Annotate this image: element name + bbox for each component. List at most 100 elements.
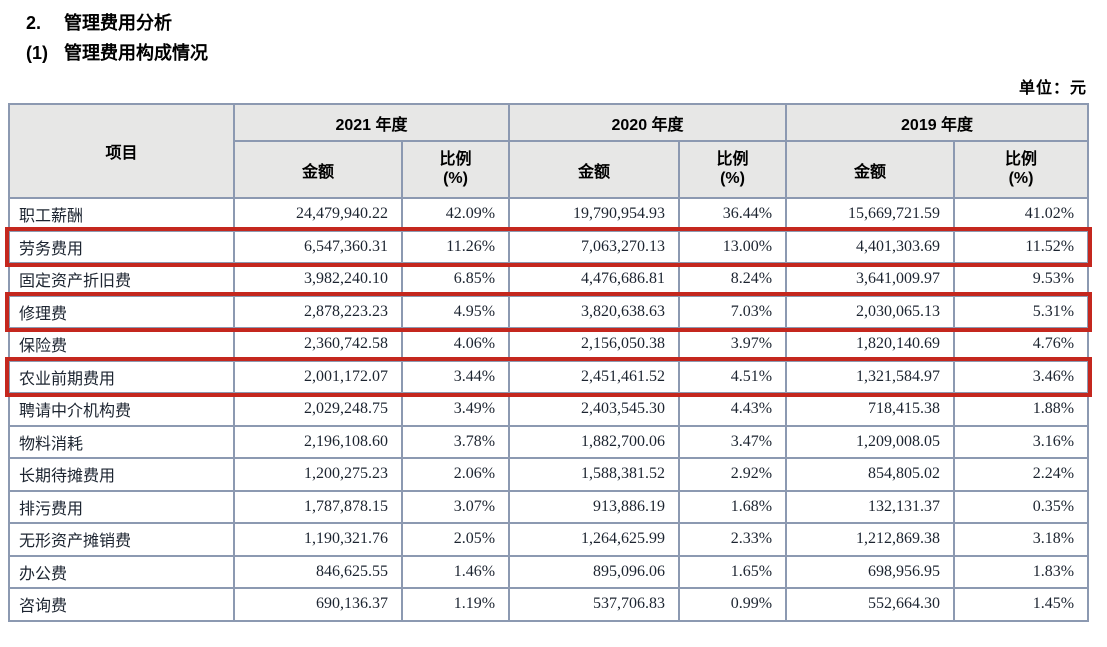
table-row: 保险费 2,360,742.58 4.06% 2,156,050.38 3.97… [8, 327, 1090, 362]
ratio-2021-cell: 1.19% [400, 587, 511, 622]
item-cell: 聘请中介机构费 [8, 392, 235, 427]
ratio-2020-cell: 3.97% [678, 327, 788, 362]
amount-2021-cell: 2,196,108.60 [233, 424, 403, 459]
column-header-ratio-2020: 比例 (%) [678, 140, 788, 199]
ratio-2020-cell: 4.43% [678, 392, 788, 427]
item-cell: 农业前期费用 [8, 359, 235, 394]
amount-2021-cell: 2,029,248.75 [233, 392, 403, 427]
ratio-2021-cell: 3.07% [400, 489, 511, 524]
table-row: 排污费用 1,787,878.15 3.07% 913,886.19 1.68%… [8, 489, 1090, 524]
amount-2020-cell: 895,096.06 [508, 554, 681, 589]
column-header-amount-2019: 金额 [785, 140, 956, 199]
table-row: 长期待摊费用 1,200,275.23 2.06% 1,588,381.52 2… [8, 457, 1090, 492]
subsection-number: (1) [26, 43, 48, 63]
amount-2019-cell: 3,641,009.97 [785, 262, 956, 297]
column-header-item: 项目 [8, 103, 235, 199]
ratio-2021-cell: 2.05% [400, 522, 511, 557]
item-cell: 职工薪酬 [8, 197, 235, 232]
amount-2021-cell: 690,136.37 [233, 587, 403, 622]
column-header-amount-2021: 金额 [233, 140, 403, 199]
item-cell: 办公费 [8, 554, 235, 589]
amount-2019-cell: 1,820,140.69 [785, 327, 956, 362]
subsection-heading: (1) 管理费用构成情况 [26, 38, 1107, 68]
unit-label: 单位：元 [1018, 80, 1087, 97]
column-header-ratio-2021: 比例 (%) [400, 140, 511, 199]
column-header-year-2019: 2019 年度 [785, 103, 1090, 142]
amount-2021-cell: 3,982,240.10 [233, 262, 403, 297]
amount-2019-cell: 718,415.38 [785, 392, 956, 427]
amount-2020-cell: 913,886.19 [508, 489, 681, 524]
item-cell: 保险费 [8, 327, 235, 362]
ratio-label-line2: (%) [443, 169, 468, 187]
ratio-2021-cell: 4.95% [400, 294, 511, 329]
ratio-2019-cell: 3.18% [953, 522, 1090, 557]
amount-2020-cell: 1,882,700.06 [508, 424, 681, 459]
ratio-2020-cell: 7.03% [678, 294, 788, 329]
ratio-2020-cell: 1.65% [678, 554, 788, 589]
ratio-2021-cell: 11.26% [400, 229, 511, 264]
ratio-2020-cell: 0.99% [678, 587, 788, 622]
heading-block: 2. 管理费用分析 (1) 管理费用构成情况 [0, 0, 1107, 68]
ratio-label-line1: 比例 [439, 151, 472, 169]
ratio-2019-cell: 9.53% [953, 262, 1090, 297]
item-cell: 固定资产折旧费 [8, 262, 235, 297]
ratio-label-line2: (%) [720, 169, 745, 187]
amount-2021-cell: 6,547,360.31 [233, 229, 403, 264]
amount-2019-cell: 698,956.95 [785, 554, 956, 589]
ratio-2021-cell: 3.78% [400, 424, 511, 459]
ratio-2021-cell: 4.06% [400, 327, 511, 362]
column-header-ratio-2019: 比例 (%) [953, 140, 1090, 199]
section-heading: 2. 管理费用分析 [26, 8, 1107, 38]
ratio-2020-cell: 8.24% [678, 262, 788, 297]
table-header-year-row: 项目 2021 年度 2020 年度 2019 年度 [8, 103, 1090, 199]
item-cell: 排污费用 [8, 489, 235, 524]
ratio-2019-cell: 3.16% [953, 424, 1090, 459]
amount-2020-cell: 2,451,461.52 [508, 359, 681, 394]
item-cell: 物料消耗 [8, 424, 235, 459]
ratio-2019-cell: 1.88% [953, 392, 1090, 427]
amount-2020-cell: 4,476,686.81 [508, 262, 681, 297]
subsection-title: 管理费用构成情况 [64, 43, 208, 63]
expense-table: 项目 2021 年度 2020 年度 2019 年度 金额 比例 (%) 金额 … [4, 103, 1093, 622]
amount-2021-cell: 1,200,275.23 [233, 457, 403, 492]
column-header-year-2021: 2021 年度 [232, 103, 511, 142]
amount-2020-cell: 1,588,381.52 [508, 457, 681, 492]
ratio-label-line1: 比例 [1005, 151, 1038, 169]
column-header-year-2020: 2020 年度 [508, 103, 788, 142]
ratio-2019-cell: 11.52% [953, 229, 1090, 264]
amount-2019-cell: 132,131.37 [785, 489, 956, 524]
ratio-2021-cell: 6.85% [400, 262, 511, 297]
amount-2021-cell: 24,479,940.22 [233, 197, 403, 232]
ratio-2019-cell: 4.76% [953, 327, 1090, 362]
ratio-2019-cell: 41.02% [953, 197, 1090, 232]
table-row: 物料消耗 2,196,108.60 3.78% 1,882,700.06 3.4… [8, 424, 1090, 459]
amount-2021-cell: 2,001,172.07 [233, 359, 403, 394]
ratio-2019-cell: 0.35% [953, 489, 1090, 524]
amount-2019-cell: 4,401,303.69 [785, 229, 956, 264]
table-row-highlighted: 劳务费用 6,547,360.31 11.26% 7,063,270.13 13… [4, 226, 1093, 267]
table-row: 咨询费 690,136.37 1.19% 537,706.83 0.99% 55… [8, 587, 1090, 622]
ratio-2020-cell: 2.33% [678, 522, 788, 557]
ratio-2021-cell: 2.06% [400, 457, 511, 492]
amount-2021-cell: 1,787,878.15 [233, 489, 403, 524]
amount-2021-cell: 2,878,223.23 [233, 294, 403, 329]
amount-2020-cell: 537,706.83 [508, 587, 681, 622]
table-row: 办公费 846,625.55 1.46% 895,096.06 1.65% 69… [8, 554, 1090, 589]
table-header-metric-row: 金额 比例 (%) 金额 比例 (%) 金额 比例 (%) [9, 140, 1090, 199]
ratio-2020-cell: 13.00% [678, 229, 788, 264]
table-row: 聘请中介机构费 2,029,248.75 3.49% 2,403,545.30 … [8, 392, 1090, 427]
item-cell: 无形资产摊销费 [8, 522, 235, 557]
amount-2020-cell: 19,790,954.93 [508, 197, 681, 232]
ratio-2021-cell: 3.49% [400, 392, 511, 427]
column-header-amount-2020: 金额 [508, 140, 681, 199]
amount-2020-cell: 3,820,638.63 [508, 294, 681, 329]
table-row-highlighted: 农业前期费用 2,001,172.07 3.44% 2,451,461.52 4… [4, 356, 1093, 397]
table-row: 职工薪酬 24,479,940.22 42.09% 19,790,954.93 … [8, 197, 1090, 232]
ratio-label-line1: 比例 [716, 151, 749, 169]
ratio-2019-cell: 1.45% [953, 587, 1090, 622]
table-row: 固定资产折旧费 3,982,240.10 6.85% 4,476,686.81 … [8, 262, 1090, 297]
amount-2021-cell: 846,625.55 [233, 554, 403, 589]
ratio-2019-cell: 5.31% [953, 294, 1090, 329]
amount-2020-cell: 2,156,050.38 [508, 327, 681, 362]
